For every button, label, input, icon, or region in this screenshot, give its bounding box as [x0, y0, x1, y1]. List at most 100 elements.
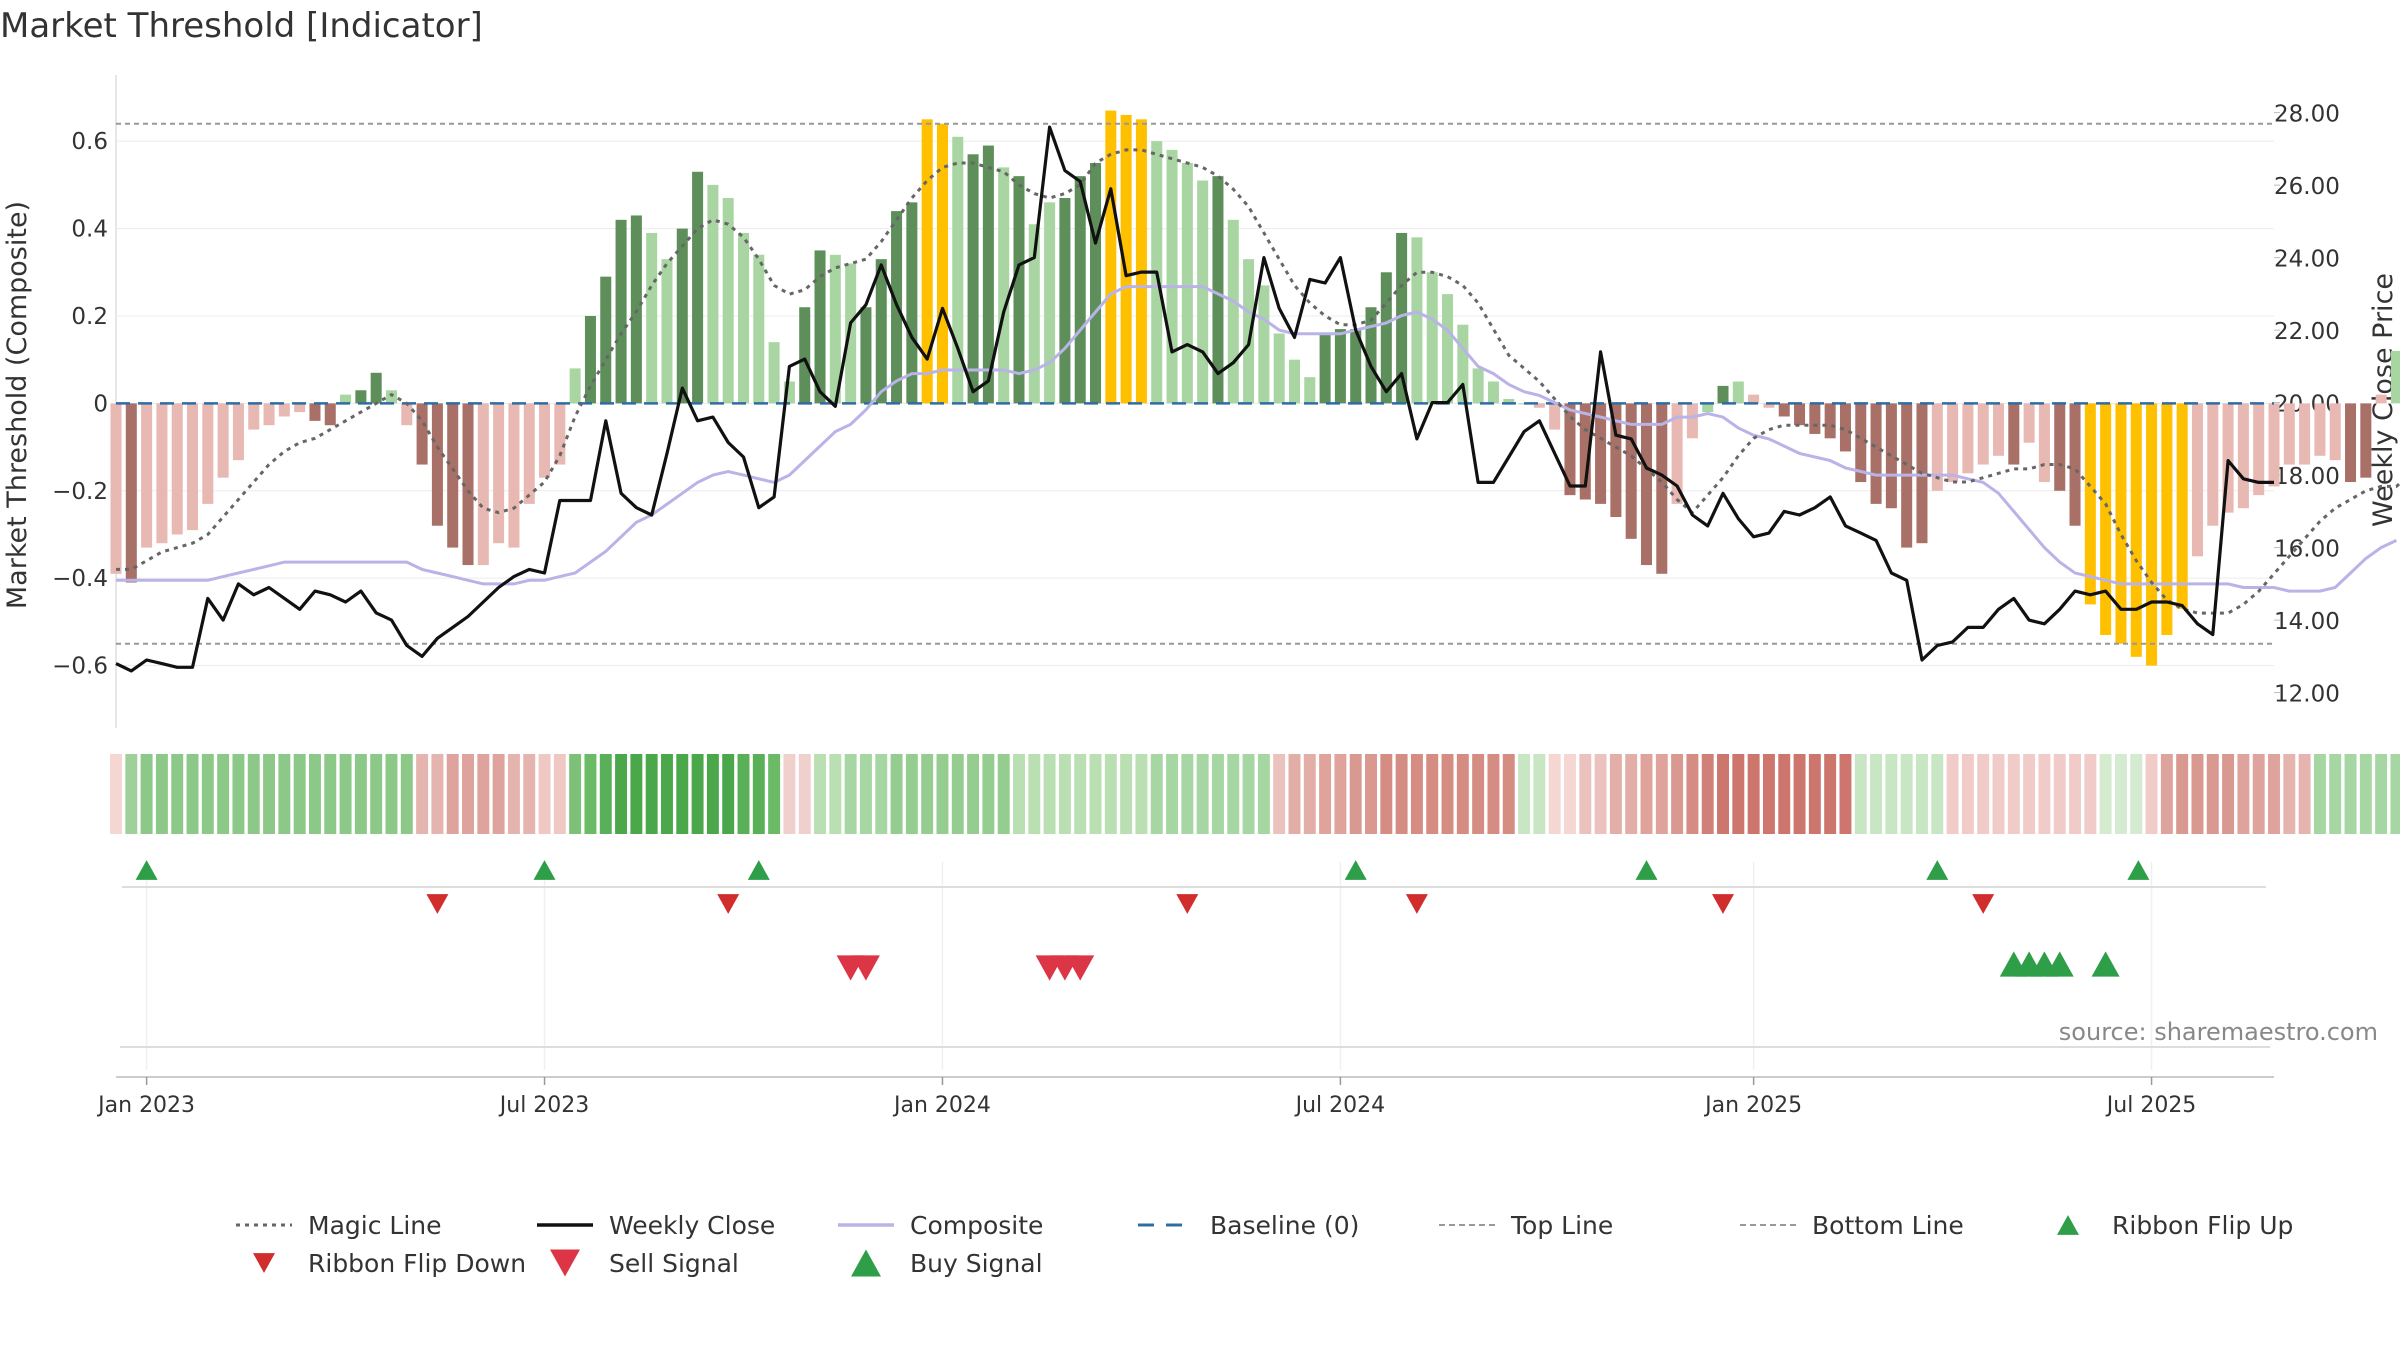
x-tick-label: Jan 2025 — [1703, 1093, 1802, 1118]
ribbon-cell — [462, 754, 474, 834]
composite-bar — [1181, 163, 1193, 404]
ribbon-cell — [416, 754, 429, 834]
composite-bar — [1794, 403, 1806, 426]
composite-bar — [2008, 403, 2020, 465]
composite-bar — [2360, 403, 2372, 478]
composite-bar — [431, 403, 443, 526]
composite-bar — [1686, 403, 1698, 439]
composite-bar — [1304, 377, 1316, 404]
ribbon-cell — [2023, 754, 2036, 834]
right-tick-label: 24.00 — [2274, 247, 2340, 273]
composite-bar — [1105, 110, 1117, 404]
composite-bar — [1748, 394, 1760, 404]
ribbon-flip-up-marker — [533, 860, 556, 880]
legend-label: Baseline (0) — [1210, 1211, 1359, 1240]
ribbon-cell — [1640, 754, 1653, 834]
composite-bar — [1090, 163, 1102, 404]
ribbon-cell — [2053, 754, 2066, 834]
ribbon-cell — [2069, 754, 2082, 834]
composite-bar — [1380, 272, 1392, 404]
composite-bar — [1227, 219, 1239, 404]
composite-bar — [982, 145, 994, 404]
ribbon-cell — [1701, 754, 1714, 834]
right-tick-label: 22.00 — [2274, 319, 2340, 345]
ribbon-cell — [1533, 754, 1546, 834]
ribbon-cell — [1655, 754, 1668, 834]
composite-bar — [2299, 403, 2311, 465]
legend-label: Composite — [910, 1211, 1043, 1240]
ribbon-cell — [569, 754, 582, 834]
composite-bar — [692, 171, 704, 404]
composite-bar — [676, 228, 688, 404]
ribbon-flip-up-marker — [1926, 860, 1949, 880]
composite-bar — [202, 403, 214, 504]
composite-bar — [1212, 176, 1224, 404]
ribbon-cell — [1487, 754, 1500, 834]
ribbon-cell — [171, 754, 184, 834]
ribbon-cell — [201, 754, 214, 834]
source-text: source: sharemaestro.com — [2059, 1018, 2378, 1046]
legend-swatch-marker — [550, 1249, 580, 1277]
left-tick-label: −0.2 — [52, 479, 108, 505]
ribbon-cell — [385, 754, 398, 834]
composite-bar — [1135, 119, 1147, 404]
x-tick-label: Jul 2024 — [1294, 1093, 1386, 1118]
ribbon-flip-down-marker — [426, 894, 449, 914]
ribbon-cell — [936, 754, 949, 834]
ribbon-cell — [1380, 754, 1393, 834]
legend-label: Ribbon Flip Up — [2112, 1211, 2293, 1240]
ribbon-cell — [1426, 754, 1439, 834]
composite-bar — [1839, 403, 1851, 452]
ribbon-cell — [1808, 754, 1821, 834]
ribbon-cell — [2145, 754, 2158, 834]
ribbon-cell — [1977, 754, 1990, 834]
ribbon-cell — [1992, 754, 2005, 834]
composite-bar — [462, 403, 474, 566]
ribbon-cell — [1196, 754, 1209, 834]
ribbon-cell — [507, 754, 520, 834]
composite-line — [116, 285, 2398, 593]
ribbon-cell — [722, 754, 735, 834]
ribbon-cell — [1854, 754, 1867, 834]
composite-bar — [217, 403, 229, 478]
composite-bar — [401, 403, 413, 426]
ribbon-cell — [1747, 754, 1760, 834]
chart-title: Market Threshold [Indicator] — [0, 6, 483, 46]
ribbon-cell — [1824, 754, 1837, 834]
composite-bar — [232, 403, 244, 461]
ribbon-flip-down-marker — [1405, 894, 1428, 914]
ribbon-cell — [875, 754, 888, 834]
ribbon-cell — [1900, 754, 1913, 834]
ribbon-cell — [553, 754, 566, 834]
ribbon-cell — [676, 754, 689, 834]
composite-bar — [998, 167, 1010, 404]
composite-bar — [2253, 403, 2265, 496]
composite-bar — [1763, 403, 1775, 408]
composite-bar — [1702, 403, 1714, 413]
ribbon-cell — [263, 754, 276, 834]
ribbon-cell — [1166, 754, 1179, 834]
composite-bar — [248, 403, 260, 430]
sell-signal-marker — [1066, 955, 1095, 981]
ribbon-cell — [2099, 754, 2112, 834]
ribbon-cell — [2206, 754, 2219, 834]
ribbon-cell — [1257, 754, 1270, 834]
composite-bar — [263, 403, 275, 426]
composite-bar — [1258, 285, 1270, 404]
ribbon-cell — [859, 754, 872, 834]
x-tick-label: Jul 2023 — [498, 1093, 590, 1118]
composite-bar — [2345, 403, 2357, 483]
composite-bar — [1855, 403, 1867, 483]
ribbon-cell — [324, 754, 337, 834]
composite-bar — [1824, 403, 1836, 439]
composite-bar — [1778, 403, 1790, 417]
composite-bar — [2161, 403, 2173, 635]
ribbon-cell — [1931, 754, 1944, 834]
ribbon-cell — [890, 754, 903, 834]
ribbon-cell — [1456, 754, 1469, 834]
composite-bar — [2054, 403, 2066, 491]
ribbon-cell — [1625, 754, 1638, 834]
ribbon-cell — [1150, 754, 1163, 834]
right-tick-label: 12.00 — [2274, 682, 2340, 708]
composite-bar — [1120, 114, 1132, 404]
